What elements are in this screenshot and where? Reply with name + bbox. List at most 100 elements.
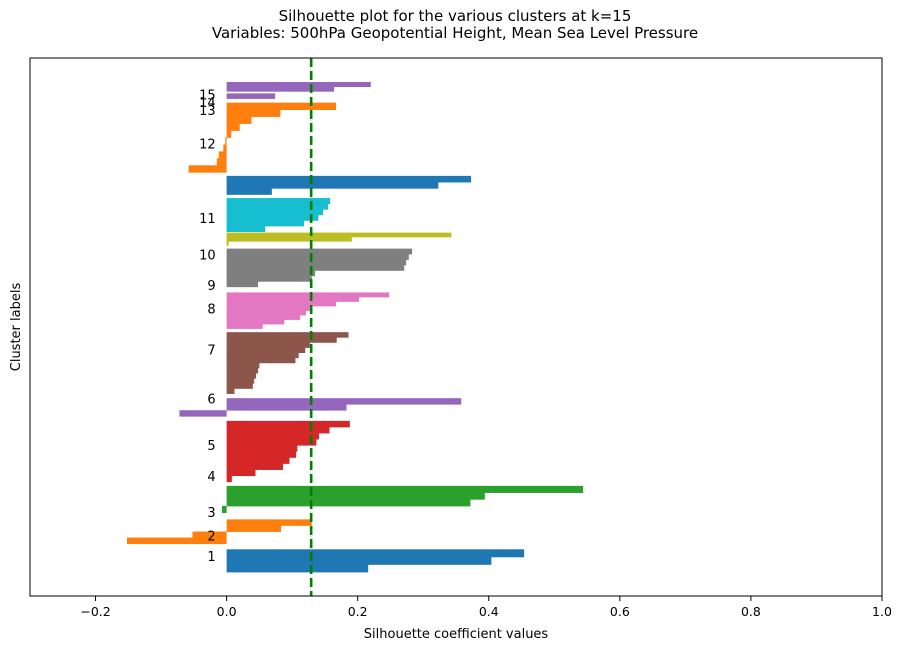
cluster-label-15: 15 — [199, 88, 216, 103]
cluster-label-2: 2 — [207, 529, 215, 544]
bar-cluster-4-2 — [226, 426, 330, 434]
bar-cluster-4-8 — [226, 463, 283, 470]
bar-cluster-4-7 — [226, 457, 290, 464]
bar-cluster-6-10 — [226, 378, 255, 384]
bar-cluster-10-3 — [226, 209, 323, 216]
bar-cluster-10-2 — [226, 203, 329, 210]
bar-cluster-8-6 — [226, 275, 312, 282]
cluster-label-11: 11 — [199, 212, 216, 227]
bar-cluster-1-1 — [226, 549, 525, 558]
bar-cluster-4-1 — [226, 420, 350, 428]
bar-cluster-12-5 — [226, 130, 232, 138]
bar-cluster-6-7 — [226, 362, 260, 369]
bar-cluster-2-3 — [192, 531, 227, 538]
bar-cluster-6-8 — [226, 367, 259, 374]
bar-cluster-6-2 — [226, 337, 337, 343]
bar-cluster-4-3 — [226, 433, 320, 440]
bar-cluster-8-1 — [226, 248, 413, 255]
bar-cluster-6-5 — [226, 352, 299, 359]
bar-cluster-2-4 — [126, 537, 227, 545]
bar-cluster-12-7 — [223, 144, 227, 152]
bar-cluster-8-3 — [226, 259, 407, 266]
bar-cluster-2-1 — [226, 519, 312, 526]
bar-cluster-6-9 — [226, 373, 257, 379]
x-tick-label: 0.6 — [610, 604, 630, 619]
cluster-label-9: 9 — [207, 279, 215, 294]
bar-cluster-1-2 — [226, 556, 492, 565]
bar-cluster-10-6 — [226, 225, 266, 232]
bar-cluster-5-1 — [226, 398, 462, 405]
bar-cluster-4-5 — [226, 445, 298, 452]
bar-cluster-8-5 — [226, 270, 316, 277]
bar-cluster-5-2 — [226, 404, 347, 411]
bar-cluster-2-2 — [226, 525, 282, 532]
bar-cluster-12-10 — [188, 165, 227, 173]
bar-cluster-5-3 — [179, 410, 227, 417]
bar-cluster-3-4 — [222, 505, 227, 514]
bar-cluster-7-4 — [226, 305, 310, 311]
cluster-label-8: 8 — [207, 302, 215, 317]
cluster-label-1: 1 — [207, 550, 215, 565]
cluster-label-4: 4 — [207, 470, 215, 485]
bar-cluster-11-2 — [226, 182, 439, 189]
bar-cluster-11-3 — [226, 188, 272, 195]
cluster-label-7: 7 — [207, 344, 215, 359]
cluster-label-10: 10 — [199, 248, 216, 263]
bar-cluster-7-3 — [226, 301, 337, 307]
bar-cluster-7-2 — [226, 296, 360, 302]
cluster-label-5: 5 — [207, 439, 215, 454]
bar-cluster-7-7 — [226, 319, 285, 325]
bar-cluster-12-6 — [225, 137, 227, 145]
bar-cluster-6-12 — [226, 388, 235, 394]
bar-cluster-12-2 — [226, 109, 281, 117]
plot-frame — [29, 57, 883, 597]
bar-cluster-12-8 — [218, 151, 227, 159]
x-tick-label: 0.8 — [741, 604, 761, 619]
bar-cluster-12-1 — [226, 102, 337, 110]
chart-title: Silhouette plot for the various clusters… — [279, 7, 632, 25]
bar-cluster-4-4 — [226, 439, 317, 446]
bar-cluster-12-4 — [226, 123, 240, 131]
x-tick-label: 0.2 — [348, 604, 368, 619]
bar-cluster-4-6 — [226, 451, 297, 458]
bar-cluster-12-3 — [226, 116, 252, 124]
bar-cluster-8-7 — [226, 281, 259, 288]
bar-cluster-1-3 — [226, 564, 369, 573]
bar-cluster-7-8 — [226, 324, 263, 329]
y-axis-label: Cluster labels — [9, 283, 24, 372]
bar-cluster-10-4 — [226, 214, 319, 221]
bar-cluster-6-4 — [226, 347, 306, 354]
bar-cluster-3-3 — [226, 499, 471, 507]
bar-cluster-9-1 — [226, 232, 452, 238]
x-tick-label: −0.2 — [80, 604, 110, 619]
cluster-label-13: 13 — [199, 104, 216, 119]
bar-cluster-15-2 — [226, 86, 335, 92]
bar-cluster-7-5 — [226, 310, 306, 316]
x-ticks-group: −0.2 0.0 0.2 0.4 0.6 0.8 1.0 — [80, 596, 892, 619]
bar-cluster-9-2 — [226, 236, 352, 242]
x-axis-label: Silhouette coefficient values — [364, 627, 549, 642]
bar-cluster-12-9 — [216, 158, 227, 166]
bar-cluster-6-6 — [226, 357, 296, 364]
bars-group — [126, 82, 584, 573]
cluster-label-12: 12 — [199, 137, 216, 152]
x-tick-label: 0.0 — [217, 604, 237, 619]
bar-cluster-3-1 — [226, 485, 584, 493]
bar-cluster-8-2 — [226, 254, 409, 260]
bar-cluster-7-6 — [226, 315, 301, 320]
bar-cluster-15-1 — [226, 82, 371, 88]
x-tick-label: 0.4 — [479, 604, 499, 619]
cluster-label-14: 14 — [199, 96, 216, 111]
bar-cluster-11-1 — [226, 175, 472, 183]
bar-cluster-14-1 — [226, 93, 276, 99]
x-tick-label: 1.0 — [872, 604, 892, 619]
bar-cluster-6-1 — [226, 332, 349, 338]
bar-cluster-10-5 — [226, 220, 304, 227]
cluster-label-3: 3 — [207, 506, 215, 521]
bar-cluster-6-11 — [226, 383, 253, 389]
chart-subtitle: Variables: 500hPa Geopotential Height, M… — [212, 24, 698, 42]
bar-cluster-6-3 — [226, 342, 310, 348]
bar-cluster-9-3 — [226, 241, 229, 246]
